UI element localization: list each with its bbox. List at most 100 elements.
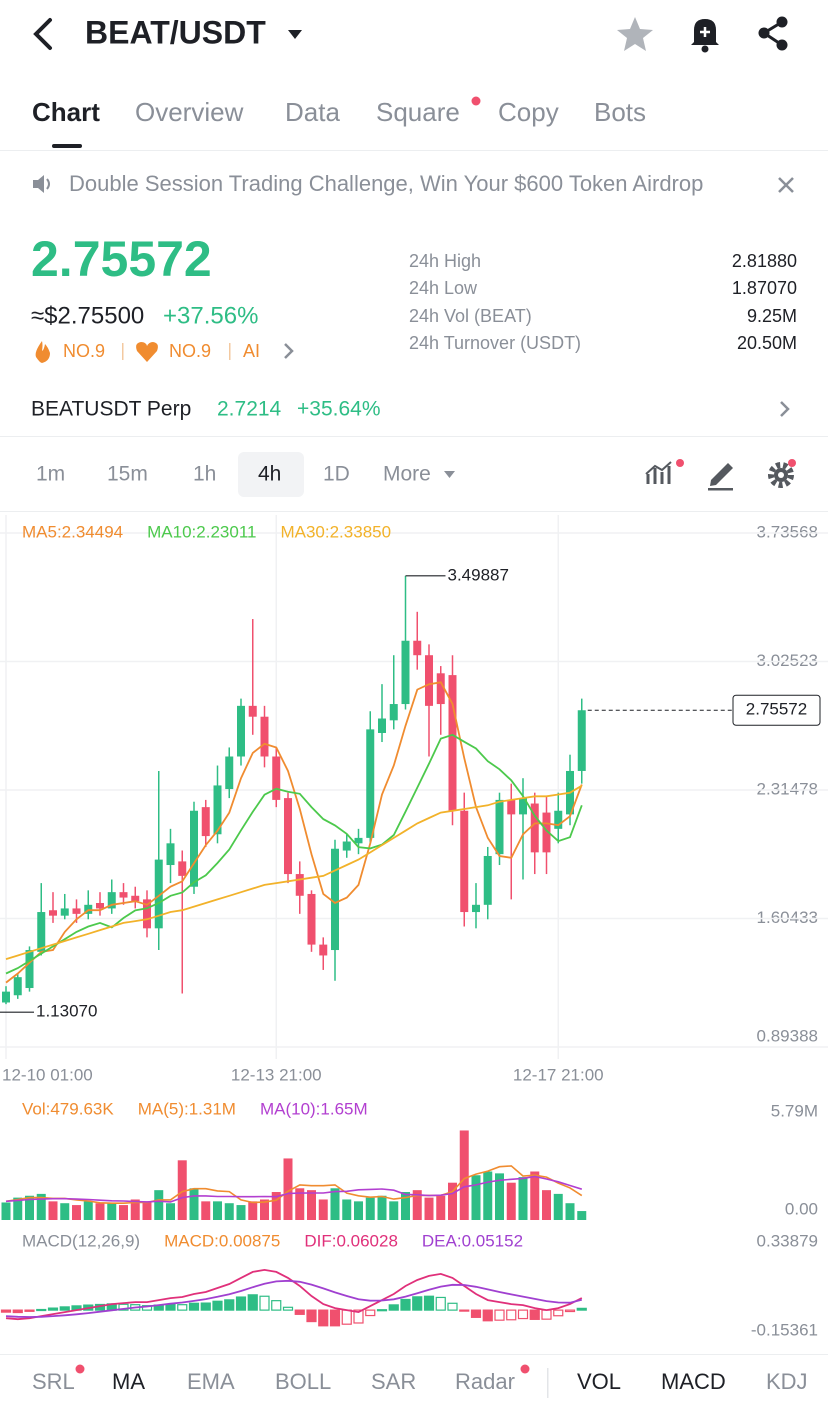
candle-body [401, 640, 410, 705]
price-change: +37.56% [163, 302, 258, 329]
tab[interactable]: Bots [594, 97, 646, 127]
candle-body [460, 810, 469, 913]
ai-badge[interactable]: AI [243, 341, 260, 361]
last-price: 2.75572 [31, 231, 212, 287]
perp-name[interactable]: BEATUSDT Perp [31, 398, 191, 421]
candle-body [213, 785, 222, 835]
volume-bar [424, 1197, 434, 1220]
macd-bar [59, 1306, 70, 1311]
draw-icon[interactable] [708, 463, 733, 491]
indicator-icon[interactable] [645, 459, 684, 484]
candle-body [284, 798, 292, 875]
macd-bar [165, 1303, 176, 1311]
macd-bar [517, 1309, 529, 1320]
pair-title[interactable]: BEAT/USDT [85, 14, 266, 50]
candle-body [448, 675, 457, 811]
x-tick-label: 12-17 21:00 [513, 1065, 604, 1084]
candle-body [295, 874, 304, 896]
candle-body [178, 861, 187, 876]
macd-bar [294, 1309, 305, 1315]
volume-bar [224, 1203, 234, 1220]
macd-bar [529, 1309, 540, 1320]
volume-bar [342, 1199, 352, 1220]
legend-entry: MA30:2.33850 [280, 522, 391, 541]
macd-bar [365, 1309, 376, 1317]
candle-body [354, 837, 363, 844]
y-tick-label: 3.73568 [757, 522, 818, 541]
indicator-tab[interactable]: BOLL [275, 1369, 331, 1394]
macd-bar [400, 1298, 411, 1311]
candle-body [331, 848, 339, 951]
candle-body [96, 903, 104, 909]
close-banner[interactable] [778, 177, 794, 193]
timeframe[interactable]: 1m [36, 463, 65, 486]
indicator-tab[interactable]: MACD [661, 1369, 726, 1394]
macd-bar [341, 1309, 352, 1325]
rank-badge[interactable]: NO.9 [169, 341, 211, 361]
indicator-tab[interactable]: SRL [32, 1369, 75, 1394]
volume-bar [154, 1190, 164, 1220]
indicator-tab[interactable]: VOL [577, 1369, 621, 1394]
chevron[interactable] [780, 401, 790, 417]
volume-bar [119, 1205, 128, 1220]
volume-bar [271, 1192, 281, 1220]
macd-bar [259, 1295, 270, 1311]
macd-bar [494, 1309, 505, 1321]
volume-bar [1, 1202, 11, 1220]
volume-bar [166, 1203, 175, 1220]
indicator-tab[interactable]: KDJ [766, 1369, 808, 1394]
candle-body [519, 798, 527, 815]
y-tick-label: -0.15361 [751, 1320, 818, 1339]
tab[interactable]: Data [285, 97, 340, 127]
macd-bar [235, 1296, 247, 1311]
alert-bell[interactable] [691, 19, 719, 53]
candle-body [495, 799, 504, 855]
indicator-tab[interactable]: SAR [371, 1369, 416, 1394]
chevron[interactable] [284, 343, 294, 359]
rank-badge[interactable]: NO.9 [63, 341, 105, 361]
pair-dropdown[interactable] [288, 30, 302, 39]
macd-bar [24, 1309, 35, 1312]
volume-bar [283, 1158, 293, 1220]
volume-bar [72, 1205, 81, 1220]
announcement[interactable]: Double Session Trading Challenge, Win Yo… [69, 171, 703, 196]
volume-bar [236, 1205, 246, 1220]
macd-bar [388, 1304, 399, 1311]
timeframe-more[interactable]: More [383, 463, 431, 486]
share-button[interactable] [758, 16, 788, 51]
indicator-tab[interactable]: Radar [455, 1369, 515, 1394]
candle-body [472, 904, 480, 913]
timeframe[interactable]: 15m [107, 463, 148, 486]
timeframe[interactable]: 1h [193, 463, 216, 486]
indicator-tab[interactable]: EMA [187, 1369, 235, 1394]
macd-bar [576, 1307, 587, 1311]
candle-body [237, 705, 245, 757]
current-price-label: 2.75572 [746, 700, 807, 719]
macd-bar [200, 1302, 211, 1311]
usd-price: ≈$2.75500 [31, 302, 144, 329]
tab[interactable]: Square [376, 97, 460, 127]
candle-body [530, 803, 539, 853]
volume-bar [506, 1182, 516, 1220]
candle-body [483, 855, 492, 905]
macd-bar [224, 1299, 235, 1311]
timeframe-active[interactable]: 4h [258, 463, 281, 486]
back-button[interactable] [33, 18, 52, 50]
timeframe-selected-bg [238, 452, 304, 497]
timeframe[interactable]: 1D [323, 463, 350, 486]
volume-bar [553, 1193, 563, 1220]
volume-bar [177, 1160, 187, 1220]
indicator-tab[interactable]: MA [112, 1369, 145, 1394]
settings-icon[interactable] [768, 459, 796, 488]
tab[interactable]: Overview [135, 97, 244, 127]
candle-body [554, 810, 563, 829]
volume-bar [318, 1199, 328, 1220]
tab[interactable]: Copy [498, 97, 559, 127]
favorite-star[interactable] [617, 17, 653, 51]
macd-bar [318, 1309, 329, 1327]
volume-bar [354, 1201, 363, 1220]
macd-bar [506, 1309, 517, 1321]
volume-bar [448, 1182, 457, 1220]
tab-active[interactable]: Chart [32, 97, 100, 127]
volume-bar [213, 1201, 222, 1220]
